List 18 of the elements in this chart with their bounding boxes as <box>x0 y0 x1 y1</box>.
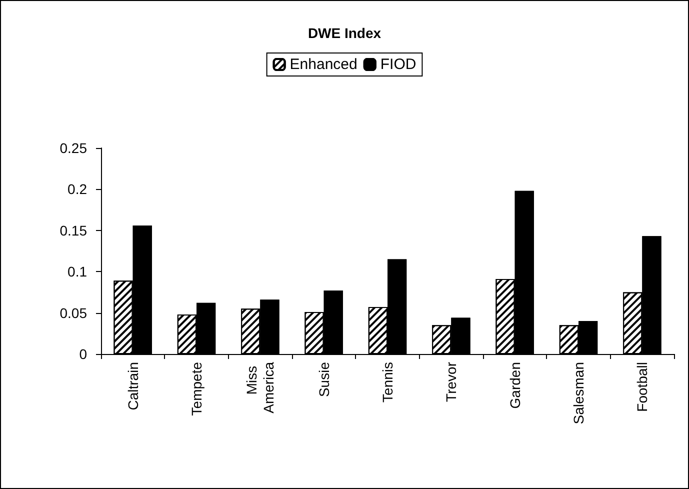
x-tick-label: Miss America <box>244 362 277 414</box>
x-tick-label: Tempete <box>188 362 204 416</box>
chart-title: DWE Index <box>308 25 382 41</box>
x-tick-label: Garden <box>506 362 523 409</box>
y-tick-label: 0.1 <box>68 264 88 280</box>
x-tick-label: Trevor <box>443 362 460 402</box>
x-tick-label: Football <box>634 362 650 412</box>
y-tick-label: 0 <box>79 346 88 362</box>
y-tick-label: 0.05 <box>60 304 88 321</box>
y-tick-label: 0.2 <box>68 181 88 198</box>
x-tick-label: Tennis <box>380 362 396 402</box>
y-tick-label: 0.25 <box>60 140 88 156</box>
y-tick-label: 0.15 <box>60 222 88 238</box>
legend-label: Enhanced <box>290 56 358 73</box>
x-tick-label: Salesman <box>570 362 586 424</box>
legend-label: FIOD <box>380 56 416 73</box>
x-tick-label: Caltrain <box>124 362 141 410</box>
x-tick-label: Susie <box>316 362 332 398</box>
